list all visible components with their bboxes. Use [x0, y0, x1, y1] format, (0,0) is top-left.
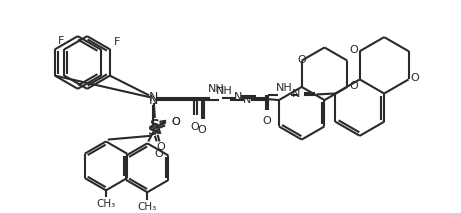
Text: NH: NH	[216, 86, 233, 96]
Text: O: O	[410, 73, 419, 83]
Text: N: N	[148, 94, 158, 106]
Text: CH₃: CH₃	[96, 199, 116, 209]
Text: O: O	[191, 122, 200, 132]
Text: S: S	[150, 118, 160, 132]
Text: O: O	[197, 125, 206, 135]
Text: O: O	[172, 117, 181, 127]
Text: O: O	[156, 142, 165, 152]
Text: O: O	[349, 81, 358, 91]
Text: O: O	[262, 116, 271, 126]
Text: F: F	[58, 36, 64, 46]
Text: CH₃: CH₃	[138, 202, 157, 212]
Text: NH: NH	[276, 83, 293, 93]
Text: O: O	[349, 45, 358, 55]
Text: O: O	[297, 55, 306, 65]
Text: N: N	[148, 91, 158, 104]
Text: N: N	[243, 95, 251, 105]
Text: O: O	[154, 149, 163, 159]
Text: S: S	[148, 124, 158, 138]
Text: F: F	[114, 36, 120, 46]
Text: N: N	[292, 89, 301, 99]
Text: N: N	[234, 92, 242, 102]
Text: NH: NH	[207, 84, 225, 94]
Text: O: O	[172, 117, 181, 127]
